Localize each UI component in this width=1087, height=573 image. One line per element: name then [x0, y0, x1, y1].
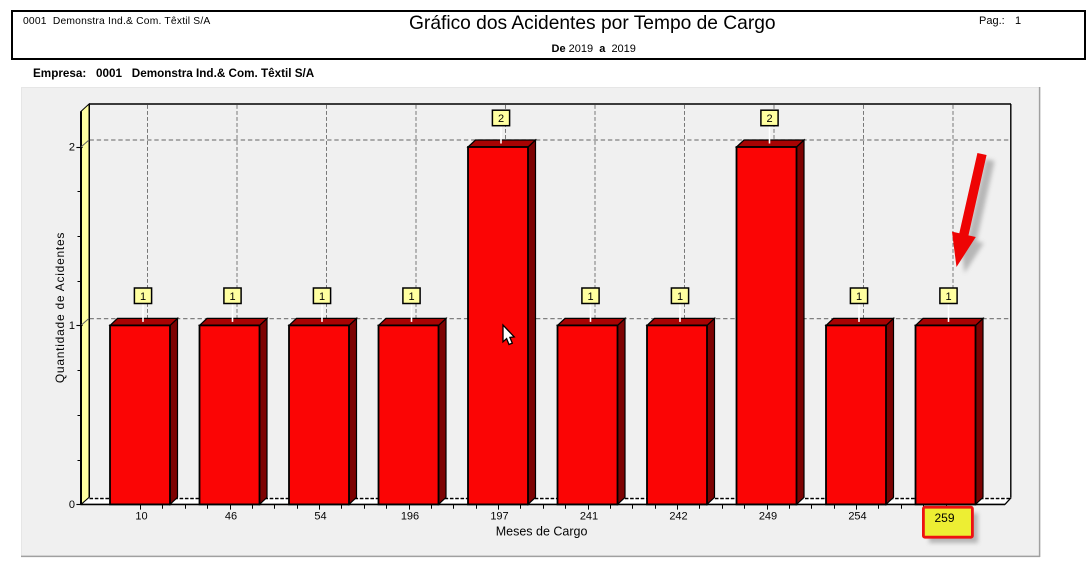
svg-text:1: 1	[945, 291, 951, 303]
svg-text:54: 54	[314, 510, 326, 522]
svg-text:254: 254	[848, 510, 866, 522]
svg-text:2: 2	[766, 113, 772, 125]
svg-text:1: 1	[140, 291, 146, 303]
svg-text:Meses de Cargo: Meses de Cargo	[496, 525, 588, 539]
svg-text:242: 242	[669, 510, 687, 522]
svg-text:1: 1	[319, 291, 325, 303]
svg-text:46: 46	[225, 510, 237, 522]
svg-text:1: 1	[69, 320, 75, 332]
svg-text:196: 196	[401, 510, 419, 522]
svg-text:197: 197	[490, 510, 508, 522]
svg-text:10: 10	[135, 510, 147, 522]
svg-text:1: 1	[856, 291, 862, 303]
svg-text:0: 0	[69, 499, 75, 511]
svg-text:241: 241	[580, 510, 598, 522]
svg-text:2: 2	[69, 141, 75, 153]
svg-text:Quantidade de Acidentes: Quantidade de Acidentes	[53, 232, 67, 383]
svg-text:1: 1	[587, 291, 593, 303]
svg-text:249: 249	[759, 510, 777, 522]
svg-text:1: 1	[229, 291, 235, 303]
svg-text:1: 1	[677, 291, 683, 303]
svg-text:2: 2	[498, 113, 504, 125]
svg-text:259: 259	[934, 511, 954, 525]
svg-text:1: 1	[408, 291, 414, 303]
